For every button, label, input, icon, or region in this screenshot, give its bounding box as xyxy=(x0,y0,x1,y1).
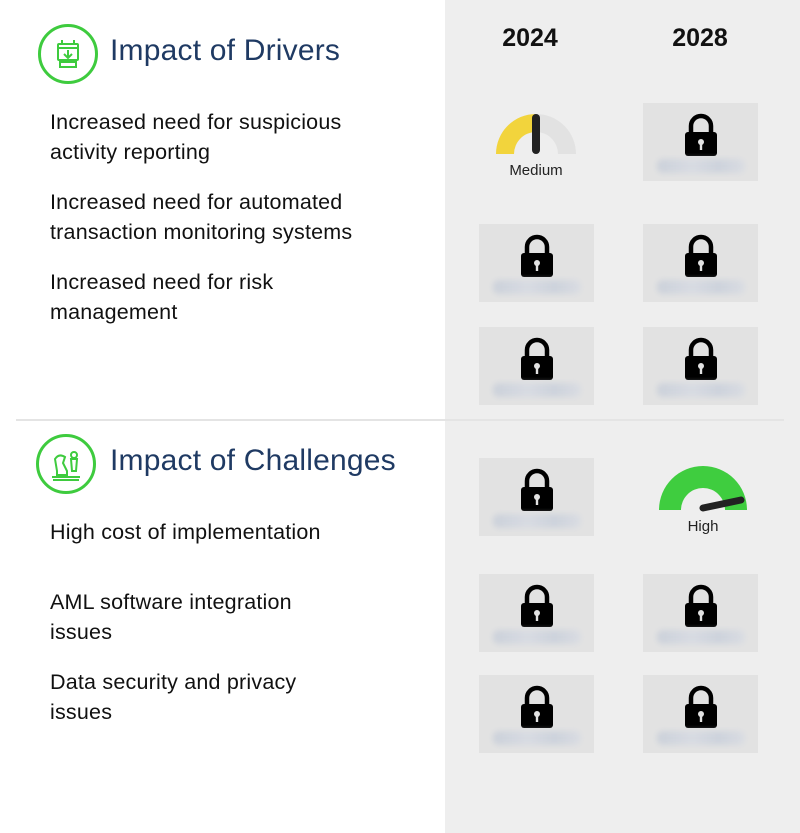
blurred-value xyxy=(657,159,745,173)
tools-icon xyxy=(38,24,98,84)
lock-icon xyxy=(520,234,553,277)
blurred-value xyxy=(493,630,581,644)
challenge-item-1: High cost of implementation xyxy=(50,520,321,544)
locked-cell[interactable] xyxy=(643,574,758,652)
lock-icon xyxy=(520,468,553,511)
driver-item-3: Increased need for risk management xyxy=(50,270,274,324)
gauge-label: Medium xyxy=(509,162,563,179)
blurred-value xyxy=(657,280,745,294)
gauge-label: High xyxy=(687,518,719,535)
driver-item-1: Increased need for suspicious activity r… xyxy=(50,110,342,164)
blurred-value xyxy=(657,731,745,745)
lock-icon xyxy=(684,337,717,380)
gauge-dial xyxy=(659,466,747,512)
blurred-value xyxy=(657,630,745,644)
blurred-value xyxy=(493,514,581,528)
challenge-item-2: AML software integration issues xyxy=(50,590,292,644)
gauge-medium: Medium xyxy=(486,108,586,198)
locked-cell[interactable] xyxy=(479,675,594,753)
locked-cell[interactable] xyxy=(643,675,758,753)
locked-cell[interactable] xyxy=(479,224,594,302)
lock-icon xyxy=(684,584,717,627)
locked-cell[interactable] xyxy=(643,224,758,302)
column-header-2024: 2024 xyxy=(502,24,558,52)
section-divider xyxy=(16,419,784,421)
drivers-section-title: Impact of Drivers xyxy=(110,34,341,67)
lock-icon xyxy=(684,685,717,728)
locked-cell[interactable] xyxy=(643,327,758,405)
gauge-high: High xyxy=(653,464,753,554)
chess-icon xyxy=(36,434,96,494)
lock-icon xyxy=(520,685,553,728)
locked-cell[interactable] xyxy=(479,327,594,405)
blurred-value xyxy=(493,383,581,397)
driver-item-2: Increased need for automated transaction… xyxy=(50,190,353,244)
blurred-value xyxy=(657,383,745,397)
blurred-value xyxy=(493,280,581,294)
blurred-value xyxy=(493,731,581,745)
gauge-dial xyxy=(496,114,576,154)
lock-icon xyxy=(520,337,553,380)
locked-cell[interactable] xyxy=(479,458,594,536)
challenges-section-title: Impact of Challenges xyxy=(110,444,396,477)
lock-icon xyxy=(520,584,553,627)
lock-icon xyxy=(684,234,717,277)
locked-cell[interactable] xyxy=(643,103,758,181)
column-header-2028: 2028 xyxy=(672,24,728,52)
locked-cell[interactable] xyxy=(479,574,594,652)
lock-icon xyxy=(684,113,717,156)
challenge-item-3: Data security and privacy issues xyxy=(50,670,297,724)
